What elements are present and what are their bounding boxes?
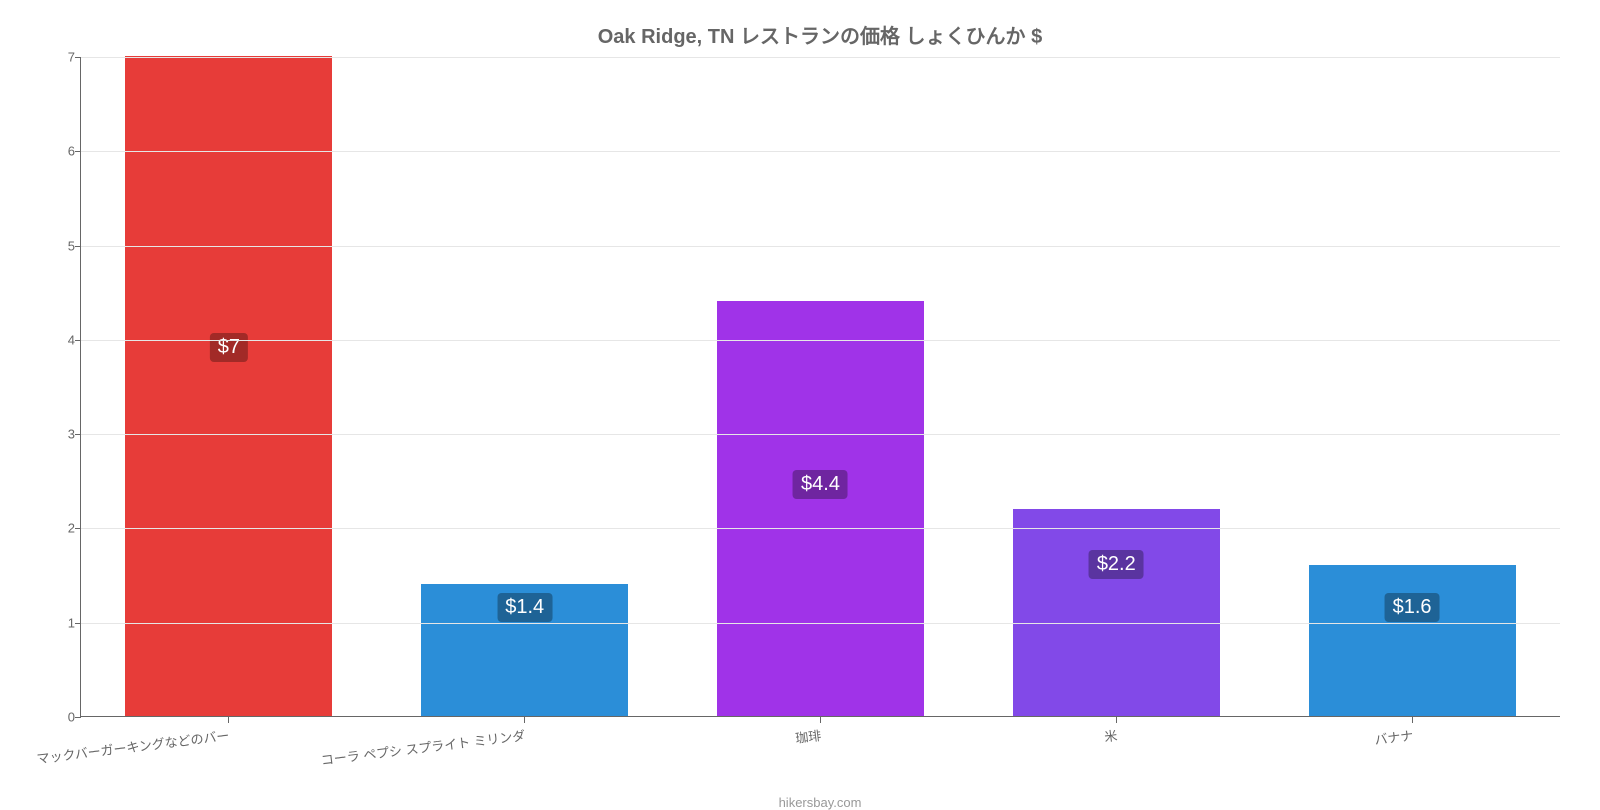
x-tick-mark [1412, 717, 1413, 723]
grid-line [81, 528, 1560, 529]
grid-line [81, 434, 1560, 435]
y-tick-label: 0 [49, 710, 75, 725]
grid-line [81, 151, 1560, 152]
y-tick-label: 1 [49, 615, 75, 630]
y-tick-label: 3 [49, 427, 75, 442]
x-axis-category-label: マックバーガーキングなどのバー [35, 725, 230, 767]
x-axis-category-label: コーラ ペプシ スプライト ミリンダ [320, 725, 527, 769]
bar-value-label: $7 [210, 333, 248, 362]
x-axis-category-label: バナナ [1373, 725, 1414, 749]
x-tick-mark [1116, 717, 1117, 723]
y-tick-mark [75, 151, 81, 152]
y-tick-mark [75, 434, 81, 435]
bar: $4.4 [717, 301, 924, 716]
bar: $2.2 [1013, 509, 1220, 716]
x-axis-category-label: 珈琲 [794, 725, 822, 747]
y-tick-label: 7 [49, 50, 75, 65]
grid-line [81, 57, 1560, 58]
x-axis-labels: マックバーガーキングなどのバーコーラ ペプシ スプライト ミリンダ珈琲米バナナ [80, 717, 1560, 757]
y-tick-label: 5 [49, 238, 75, 253]
bars-container: $7 $1.4 $4.4 $2.2 $1.6 [81, 57, 1560, 716]
bar-value-label: $2.2 [1089, 550, 1144, 579]
bar-value-label: $1.6 [1385, 593, 1440, 622]
price-chart: Oak Ridge, TN レストランの価格 しょくひんか $ $7 $1.4 $4… [0, 0, 1600, 800]
y-tick-mark [75, 528, 81, 529]
chart-title: Oak Ridge, TN レストランの価格 しょくひんか $ [80, 20, 1560, 49]
source-attribution: hikersbay.com [80, 795, 1560, 810]
grid-line [81, 623, 1560, 624]
y-tick-mark [75, 246, 81, 247]
bar: $7 [125, 56, 332, 716]
grid-line [81, 340, 1560, 341]
y-tick-mark [75, 623, 81, 624]
x-tick-mark [820, 717, 821, 723]
y-tick-mark [75, 340, 81, 341]
plot-area: $7$1.4$4.4$2.2$1.6 01234567 [80, 57, 1560, 717]
x-tick-mark [524, 717, 525, 723]
x-axis-category-label: 米 [1103, 725, 1118, 745]
y-tick-mark [75, 57, 81, 58]
y-tick-label: 4 [49, 332, 75, 347]
bar-value-label: $4.4 [793, 470, 848, 499]
grid-line [81, 246, 1560, 247]
y-tick-label: 2 [49, 521, 75, 536]
x-tick-mark [228, 717, 229, 723]
bar: $1.6 [1309, 565, 1516, 716]
y-tick-label: 6 [49, 144, 75, 159]
bar-value-label: $1.4 [497, 593, 552, 622]
bar: $1.4 [421, 584, 628, 716]
